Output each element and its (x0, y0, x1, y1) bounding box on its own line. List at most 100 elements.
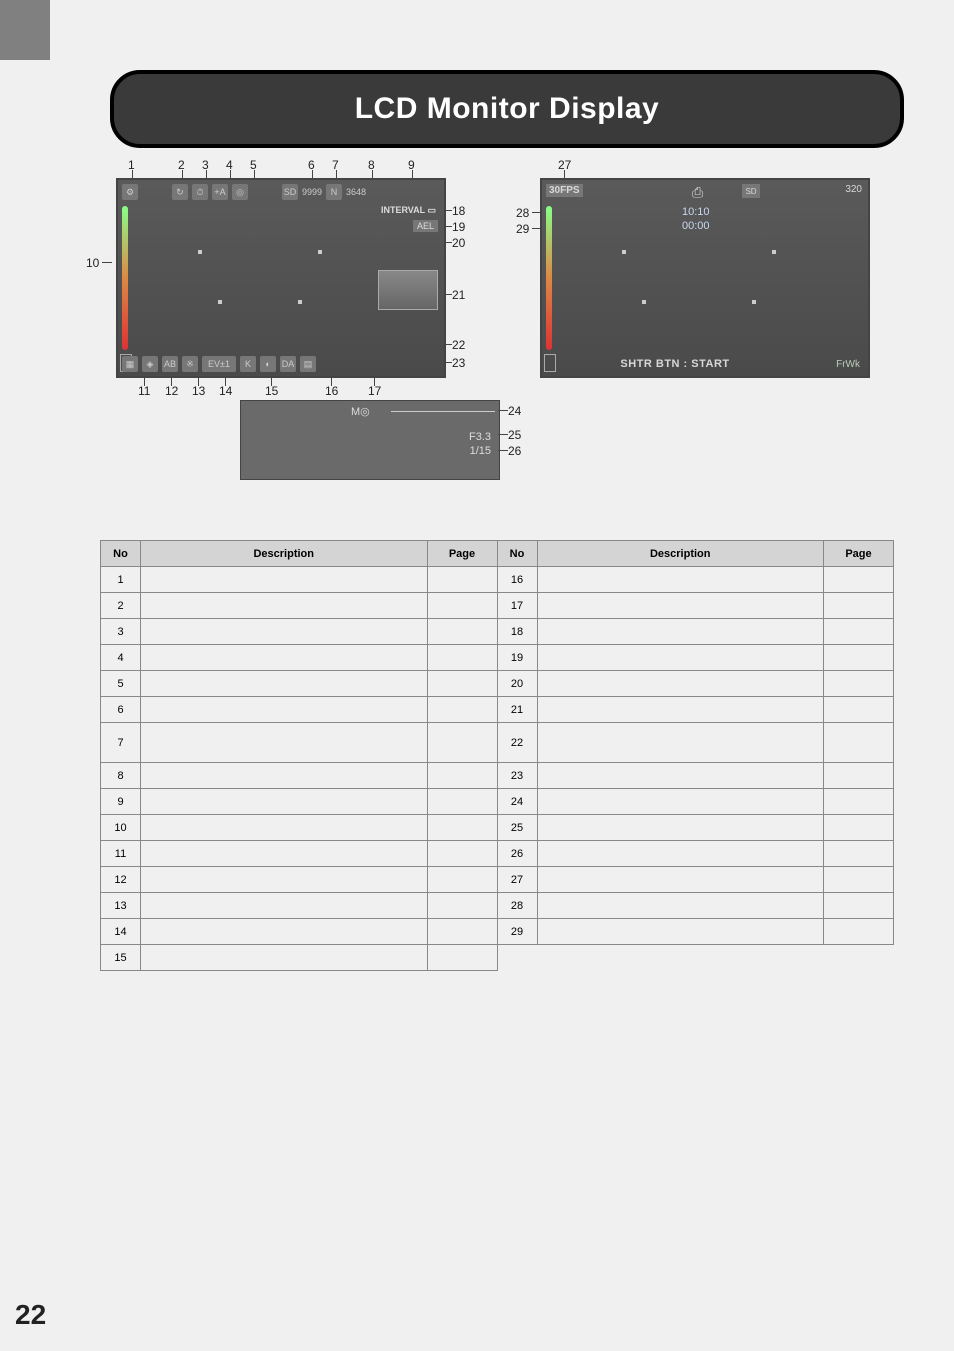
quality-label: N (326, 184, 342, 200)
table-cell (427, 723, 497, 763)
table-cell: 13 (101, 893, 141, 919)
table-cell (427, 945, 497, 971)
ael-label: AEL (413, 220, 438, 232)
table-cell: 1 (101, 567, 141, 593)
table-cell (824, 645, 894, 671)
inset-lcd-screen: M◎ F3.3 1/15 (240, 400, 500, 480)
table-cell: 22 (497, 723, 537, 763)
callout-12: 12 (165, 384, 178, 398)
table-cell (537, 671, 824, 697)
interval-label: INTERVAL ▭ (379, 204, 438, 217)
table-cell (537, 789, 824, 815)
table-row: 12 27 (101, 867, 894, 893)
table-cell (141, 593, 428, 619)
table-cell: 27 (497, 867, 537, 893)
fps-badge: 30FPS (546, 184, 583, 197)
callout-14: 14 (219, 384, 232, 398)
histogram (378, 270, 438, 310)
table-cell: 23 (497, 763, 537, 789)
video-resolution: 320 (845, 184, 862, 195)
table-cell (141, 919, 428, 945)
table-cell (537, 841, 824, 867)
table-cell (537, 723, 824, 763)
callout-18: 18 (452, 204, 465, 218)
table-cell (537, 567, 824, 593)
table-cell (141, 945, 428, 971)
table-cell (141, 789, 428, 815)
table-cell (824, 841, 894, 867)
usb-icon: ⎙ (692, 184, 703, 201)
aperture-value: F3.3 (469, 431, 491, 443)
table-cell: 24 (497, 789, 537, 815)
metering-icon: ▦ (122, 356, 138, 372)
table-cell (537, 619, 824, 645)
reference-table: No Description Page No Description Page … (100, 540, 894, 971)
callout-28: 28 (516, 206, 529, 220)
table-row: 823 (101, 763, 894, 789)
table-cell (141, 867, 428, 893)
table-cell: 16 (497, 567, 537, 593)
callout-25: 25 (508, 428, 521, 442)
ab-icon: AB (162, 356, 178, 372)
table-cell (427, 671, 497, 697)
table-cell: 20 (497, 671, 537, 697)
callout-19: 19 (452, 220, 465, 234)
callout-10: 10 (86, 256, 99, 270)
table-header-row: No Description Page No Description Page (101, 541, 894, 567)
table-cell: 21 (497, 697, 537, 723)
zoom-bar (546, 206, 552, 350)
ev-icon: EV±1 (202, 356, 236, 372)
manual-page: LCD Monitor Display 1 2 3 4 5 6 7 8 9 10 (0, 0, 954, 1351)
table-cell: 10 (101, 815, 141, 841)
col-no2: No (497, 541, 537, 567)
table-cell: 19 (497, 645, 537, 671)
table-cell (824, 593, 894, 619)
table-cell (824, 763, 894, 789)
table-cell: 2 (101, 593, 141, 619)
start-hint: SHTR BTN : START (542, 358, 808, 370)
table-cell (141, 815, 428, 841)
table-cell (427, 593, 497, 619)
table-cell: 28 (497, 893, 537, 919)
zoom-bar (122, 206, 128, 350)
af-icon: ◈ (142, 356, 158, 372)
table-cell (537, 593, 824, 619)
table-cell (427, 789, 497, 815)
table-cell (537, 867, 824, 893)
sd-card-icon: SD (282, 184, 298, 200)
table-row: 4 19 (101, 645, 894, 671)
table-cell (537, 919, 824, 945)
date-icon: DA (280, 356, 296, 372)
table-row: 217 (101, 593, 894, 619)
callout-24: 24 (508, 404, 521, 418)
table-cell (824, 723, 894, 763)
col-page: Page (427, 541, 497, 567)
table-cell (141, 645, 428, 671)
callout-26: 26 (508, 444, 521, 458)
left-lcd-screen: ⚙ ↻ ⏱ +A ◎ SD 9999 N 3648 INTERVAL ▭ AEL (116, 178, 446, 378)
table-cell: 4 (101, 645, 141, 671)
chapter-side-tab (0, 0, 50, 60)
callout-15: 15 (265, 384, 278, 398)
table-cell (427, 841, 497, 867)
right-lcd-diagram: 27 28 29 30FPS ⎙ SD 320 10:10 00:00 SHTR… (540, 178, 910, 378)
wb-icon: ※ (182, 356, 198, 372)
sd-card-icon: SD (742, 184, 760, 198)
table-cell (824, 567, 894, 593)
callout-21: 21 (452, 288, 465, 302)
table-cell: 26 (497, 841, 537, 867)
table-cell: 11 (101, 841, 141, 867)
table-cell: 9 (101, 789, 141, 815)
left-lcd-bottom-icons: ▦ ◈ AB ※ EV±1 K ◐ DA ▤ (122, 356, 440, 372)
table-cell: 12 (101, 867, 141, 893)
callout-22: 22 (452, 338, 465, 352)
table-cell (824, 697, 894, 723)
table-row: 621 (101, 697, 894, 723)
table-row: 1429 (101, 919, 894, 945)
table-cell (537, 763, 824, 789)
page-title: LCD Monitor Display (110, 70, 904, 148)
page-number: 22 (15, 1299, 46, 1331)
aplus-icon: +A (212, 184, 228, 200)
table-cell (141, 723, 428, 763)
table-cell (427, 919, 497, 945)
